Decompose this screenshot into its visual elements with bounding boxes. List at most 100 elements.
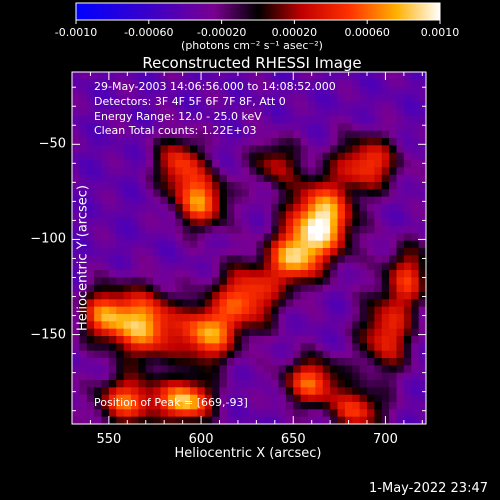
heatmap-cell: [271, 343, 280, 352]
heatmap-cell: [322, 211, 331, 220]
heatmap-cell: [234, 270, 243, 278]
heatmap-cell: [167, 152, 176, 161]
heatmap-cell: [197, 116, 206, 124]
heatmap-cell: [315, 189, 324, 198]
heatmap-cell: [212, 328, 221, 337]
heatmap-cell: [138, 402, 147, 410]
heatmap-cell: [175, 416, 184, 425]
heatmap-cell: [79, 248, 88, 256]
heatmap-cell: [116, 94, 125, 102]
heatmap-cell: [271, 350, 280, 359]
heatmap-cell: [190, 416, 198, 425]
heatmap-cell: [138, 72, 147, 80]
heatmap-cell: [234, 226, 243, 234]
heatmap-cell: [116, 123, 125, 132]
heatmap-cell: [344, 145, 353, 154]
heatmap-cell: [72, 372, 80, 381]
heatmap-cell: [300, 116, 309, 124]
heatmap-cell: [72, 314, 80, 322]
heatmap-cell: [300, 138, 309, 146]
heatmap-cell: [160, 358, 169, 366]
heatmap-cell: [396, 292, 405, 300]
heatmap-cell: [72, 174, 80, 183]
heatmap-cell: [101, 79, 110, 88]
heatmap-cell: [271, 167, 280, 176]
heatmap-cell: [389, 174, 398, 183]
heatmap-cell: [234, 145, 243, 154]
heatmap-cell: [167, 343, 176, 352]
heatmap-cell: [367, 167, 375, 176]
heatmap-cell: [212, 145, 221, 154]
heatmap-cell: [389, 372, 398, 381]
heatmap-cell: [367, 321, 375, 330]
heatmap-cell: [116, 321, 125, 330]
heatmap-cell: [197, 277, 206, 286]
heatmap-cell: [131, 270, 139, 278]
heatmap-cell: [330, 380, 339, 388]
heatmap-cell: [123, 174, 132, 183]
heatmap-cell: [367, 328, 375, 337]
heatmap-cell: [160, 101, 169, 110]
heatmap-cell: [381, 152, 390, 161]
heatmap-cell: [123, 160, 132, 168]
heatmap-cell: [330, 218, 339, 227]
heatmap-cell: [293, 116, 302, 124]
heatmap-cell: [153, 226, 162, 234]
heatmap-cell: [293, 292, 302, 300]
heatmap-cell: [359, 130, 368, 139]
heatmap-cell: [396, 299, 405, 308]
heatmap-cell: [411, 226, 420, 234]
heatmap-cell: [79, 350, 88, 359]
heatmap-cell: [160, 218, 169, 227]
heatmap-cell: [190, 262, 198, 271]
heatmap-cell: [145, 108, 154, 117]
heatmap-cell: [190, 270, 198, 278]
heatmap-cell: [101, 306, 110, 315]
heatmap-cell: [285, 262, 294, 271]
heatmap-cell: [411, 394, 420, 403]
heatmap-cell: [153, 328, 162, 337]
heatmap-cell: [226, 204, 235, 212]
heatmap-cell: [182, 387, 191, 396]
heatmap-cell: [271, 372, 280, 381]
heatmap-cell: [131, 358, 139, 366]
heatmap-cell: [300, 387, 309, 396]
heatmap-cell: [153, 314, 162, 322]
heatmap-cell: [153, 138, 162, 146]
heatmap-cell: [197, 358, 206, 366]
heatmap-cell: [86, 409, 95, 418]
heatmap-cell: [226, 160, 235, 168]
heatmap-cell: [116, 240, 125, 249]
heatmap-cell: [285, 94, 294, 102]
heatmap-cell: [182, 72, 191, 80]
heatmap-cell: [175, 233, 184, 242]
heatmap-cell: [131, 182, 139, 190]
heatmap-cell: [153, 196, 162, 205]
heatmap-cell: [352, 402, 361, 410]
heatmap-cell: [182, 328, 191, 337]
heatmap-cell: [293, 358, 302, 366]
heatmap-cell: [418, 328, 427, 337]
heatmap-cell: [396, 123, 405, 132]
heatmap-cell: [123, 189, 132, 198]
heatmap-cell: [131, 116, 139, 124]
heatmap-cell: [101, 116, 110, 124]
heatmap-cell: [352, 270, 361, 278]
heatmap-cell: [190, 218, 198, 227]
heatmap-cell: [212, 152, 221, 161]
heatmap-cell: [418, 116, 427, 124]
heatmap-cell: [241, 262, 250, 271]
heatmap-cell: [197, 86, 206, 95]
heatmap-cell: [167, 416, 176, 425]
heatmap-cell: [285, 328, 294, 337]
heatmap-cell: [278, 284, 287, 293]
heatmap-cell: [101, 336, 110, 344]
heatmap-cell: [160, 108, 169, 117]
heatmap-cell: [226, 358, 235, 366]
heatmap-cell: [197, 152, 206, 161]
heatmap-cell: [138, 365, 147, 374]
heatmap-cell: [138, 138, 147, 146]
heatmap-cell: [337, 255, 346, 264]
heatmap-cell: [94, 160, 103, 168]
heatmap-cell: [352, 189, 361, 198]
